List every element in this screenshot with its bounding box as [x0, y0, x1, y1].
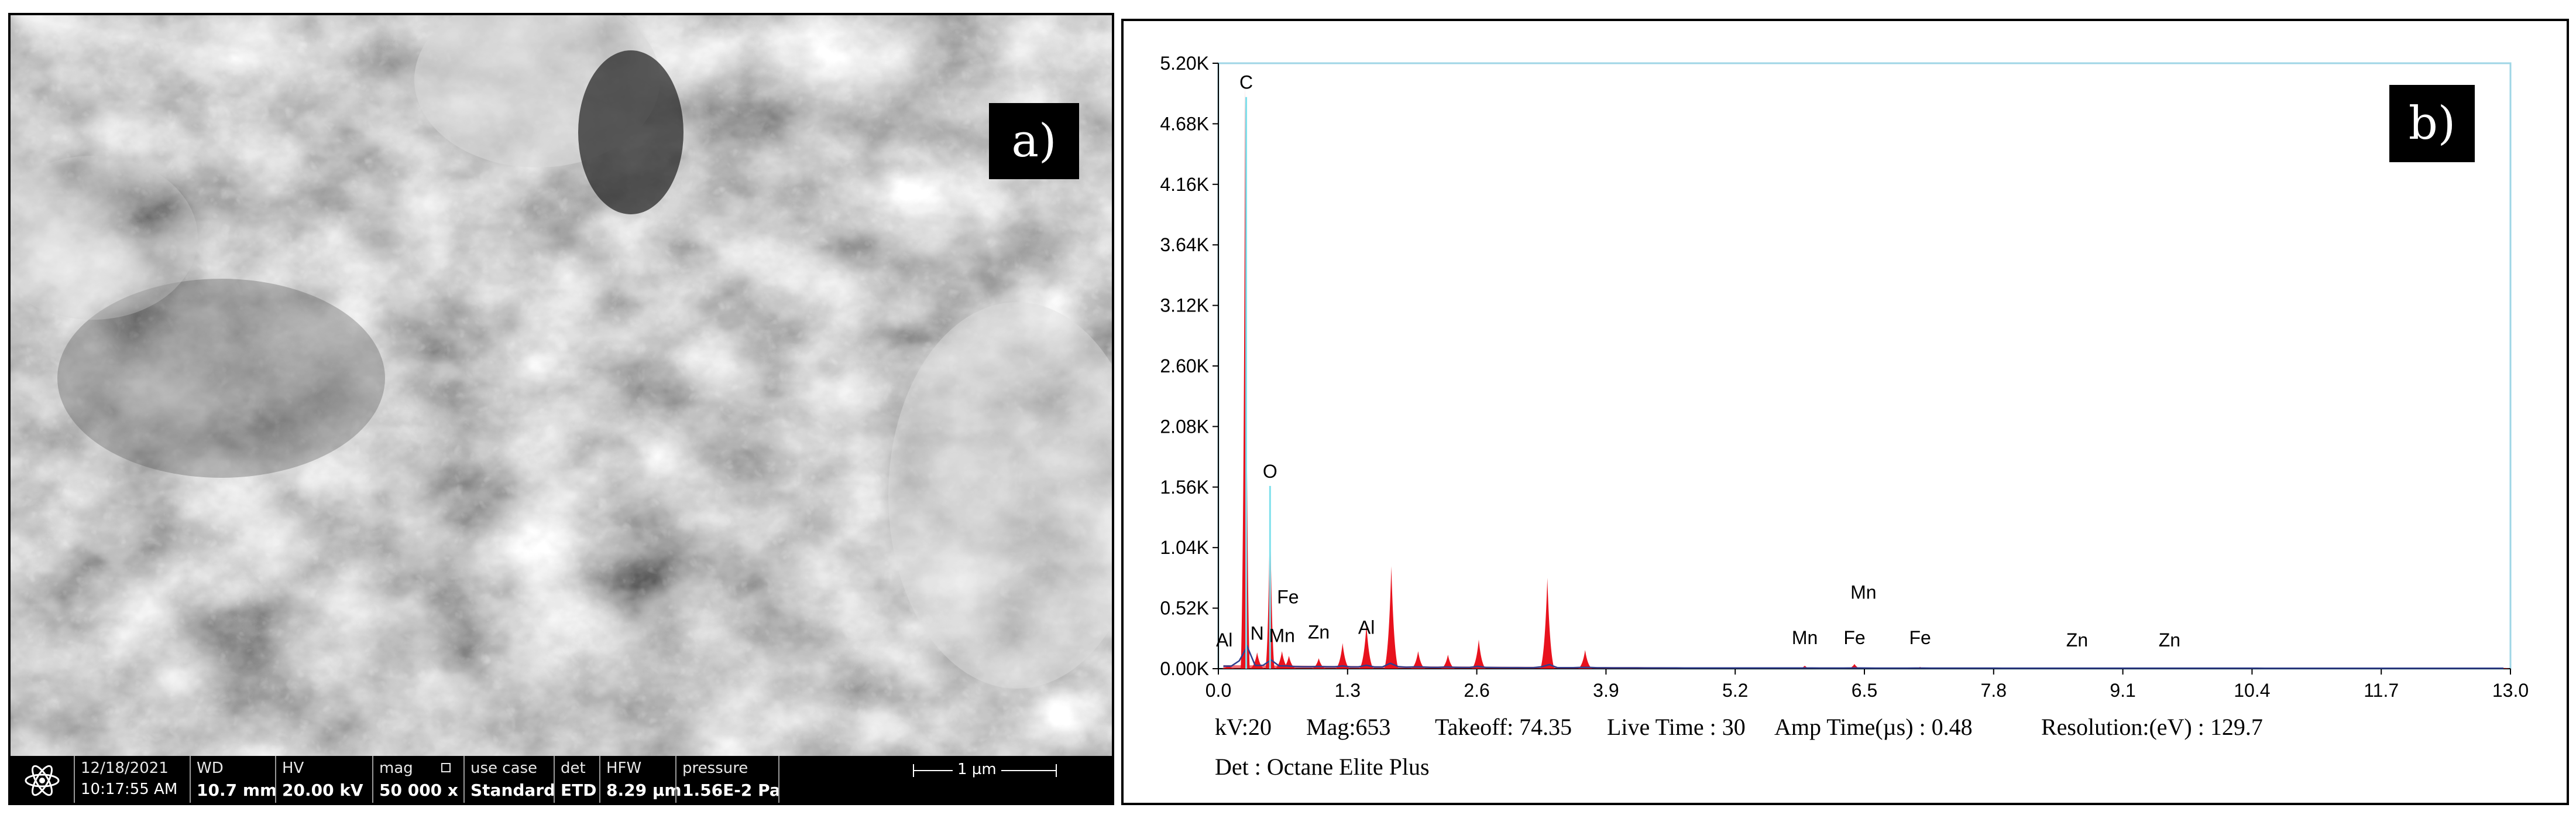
y-tick-label: 0.00K	[1160, 658, 1209, 679]
y-tick-label: 3.12K	[1160, 295, 1209, 316]
x-tick-label: 2.6	[1464, 680, 1489, 701]
x-tick-label: 7.8	[1981, 680, 2007, 701]
spectrum-peak	[1241, 86, 1250, 669]
databar-hv-label: HV	[282, 759, 304, 777]
spectrum-peak	[1578, 650, 1592, 669]
x-tick-label: 6.5	[1852, 680, 1877, 701]
databar-pressure-value: 1.56E-2 Pa	[682, 781, 781, 800]
y-tick-label: 4.16K	[1160, 174, 1209, 195]
sem-panel: a) 12/18/2021 10:17:55 AM WD 10.7 mm HV …	[8, 13, 1114, 805]
info-livetime: Live Time : 30	[1607, 714, 1746, 740]
spectrum-peak	[1441, 655, 1455, 669]
element-label: Mn	[1850, 582, 1876, 603]
spectrum-peak	[1472, 639, 1486, 669]
databar-mag-label: mag	[379, 759, 413, 777]
y-tick-label: 2.08K	[1160, 416, 1209, 437]
spectrum-peak	[1359, 624, 1373, 669]
info-resolution: Resolution:(eV) : 129.7	[2041, 714, 2263, 740]
scalebar-label: 1 µm	[953, 761, 1001, 778]
databar-hfw: HFW 8.29 µm	[599, 756, 682, 803]
panel-label-a: a)	[989, 103, 1079, 179]
spectrum-overlay-trace	[1223, 645, 2504, 669]
x-tick-label: 1.3	[1335, 680, 1361, 701]
sem-databar: 12/18/2021 10:17:55 AM WD 10.7 mm HV 20.…	[11, 756, 1112, 803]
y-tick-label: 0.52K	[1160, 598, 1209, 619]
y-tick-label: 2.60K	[1160, 355, 1209, 377]
databar-time: 10:17:55 AM	[81, 781, 178, 798]
element-label: N	[1251, 622, 1264, 644]
element-label: Zn	[1308, 621, 1330, 642]
y-tick-label: 4.68K	[1160, 113, 1209, 134]
element-label: O	[1263, 461, 1277, 482]
databar-usecase-value: Standard	[470, 781, 556, 800]
databar-usecase: use case Standard	[463, 756, 556, 803]
element-label: Zn	[2159, 629, 2180, 651]
databar-hfw-label: HFW	[606, 759, 642, 777]
spectrum-peak	[1275, 651, 1289, 669]
eds-spectrum-chart: 0.00K 0.52K 1.04K 1.56K 2.08K 2.60K 3.12K 3.64K…	[1160, 53, 2529, 701]
databar-det: det ETD	[554, 756, 600, 803]
spectrum-peak	[1335, 643, 1350, 669]
y-tick-label: 1.56K	[1160, 477, 1209, 498]
info-amptime: Amp Time(µs) : 0.48	[1774, 714, 1973, 740]
x-tick-label: 5.2	[1722, 680, 1748, 701]
databar-wd-value: 10.7 mm	[197, 781, 277, 800]
x-tick-label: 0.0	[1205, 680, 1231, 701]
x-tick-label: 13.0	[2492, 680, 2529, 701]
databar-scalebar-cell	[778, 756, 1112, 803]
databar-det-label: det	[561, 759, 586, 777]
plot-frame	[1217, 62, 2512, 670]
x-tick-label: 11.7	[2364, 680, 2399, 701]
databar-pressure: pressure 1.56E-2 Pa	[675, 756, 781, 803]
info-mag: Mag:653	[1306, 714, 1391, 740]
sem-micrograph	[11, 15, 1112, 756]
info-takeoff: Takeoff: 74.35	[1435, 714, 1572, 740]
spectrum-peak	[1540, 577, 1555, 669]
spectrum-peak	[1384, 566, 1399, 669]
eds-panel: 0.00K 0.52K 1.04K 1.56K 2.08K 2.60K 3.12K 3.64K…	[1121, 19, 2569, 805]
info-kv: kV:20	[1215, 714, 1272, 740]
element-label: C	[1239, 72, 1253, 93]
databar-wd-label: WD	[197, 759, 224, 777]
info-detector: Det : Octane Elite Plus	[1215, 754, 1430, 780]
element-label: Fe	[1277, 587, 1299, 608]
databar-mag-value: 50 000 x	[379, 781, 458, 800]
spectrum-peak	[1221, 665, 1235, 669]
databar-hv-value: 20.00 kV	[282, 781, 363, 800]
databar-datetime: 12/18/2021 10:17:55 AM	[74, 756, 191, 803]
element-label: Zn	[2066, 629, 2088, 651]
databar-date: 12/18/2021	[81, 759, 169, 777]
element-label: Fe	[1843, 627, 1865, 648]
x-tick-label: 9.1	[2110, 680, 2135, 701]
spectrum-peak	[1250, 652, 1265, 669]
y-tick-label: 5.20K	[1160, 53, 1209, 74]
element-label: Al	[1216, 629, 1232, 651]
x-tick-label: 10.4	[2234, 680, 2270, 701]
x-tick-label: 3.9	[1593, 680, 1619, 701]
databar-det-value: ETD	[561, 781, 597, 800]
databar-wd: WD 10.7 mm	[190, 756, 277, 803]
element-label: Al	[1358, 617, 1375, 638]
element-label: Mn	[1269, 625, 1294, 646]
databar-hv: HV 20.00 kV	[275, 756, 373, 803]
y-tick-label: 1.04K	[1160, 537, 1209, 558]
panel-label-b: b)	[2389, 85, 2475, 162]
atom-icon	[25, 765, 60, 796]
scalebar-tick-right	[1056, 764, 1057, 777]
y-tick-label: 3.64K	[1160, 234, 1209, 255]
databar-mag: mag 50 000 x	[372, 756, 465, 803]
scalebar-tick-left	[913, 764, 914, 777]
databar-pressure-label: pressure	[682, 759, 748, 777]
element-label: Fe	[1909, 627, 1931, 648]
databar-hfw-value: 8.29 µm	[606, 781, 682, 800]
mag-square-icon	[441, 763, 451, 772]
databar-usecase-label: use case	[470, 759, 538, 777]
spectrum-peak	[1411, 651, 1426, 669]
element-label: Mn	[1792, 627, 1818, 648]
